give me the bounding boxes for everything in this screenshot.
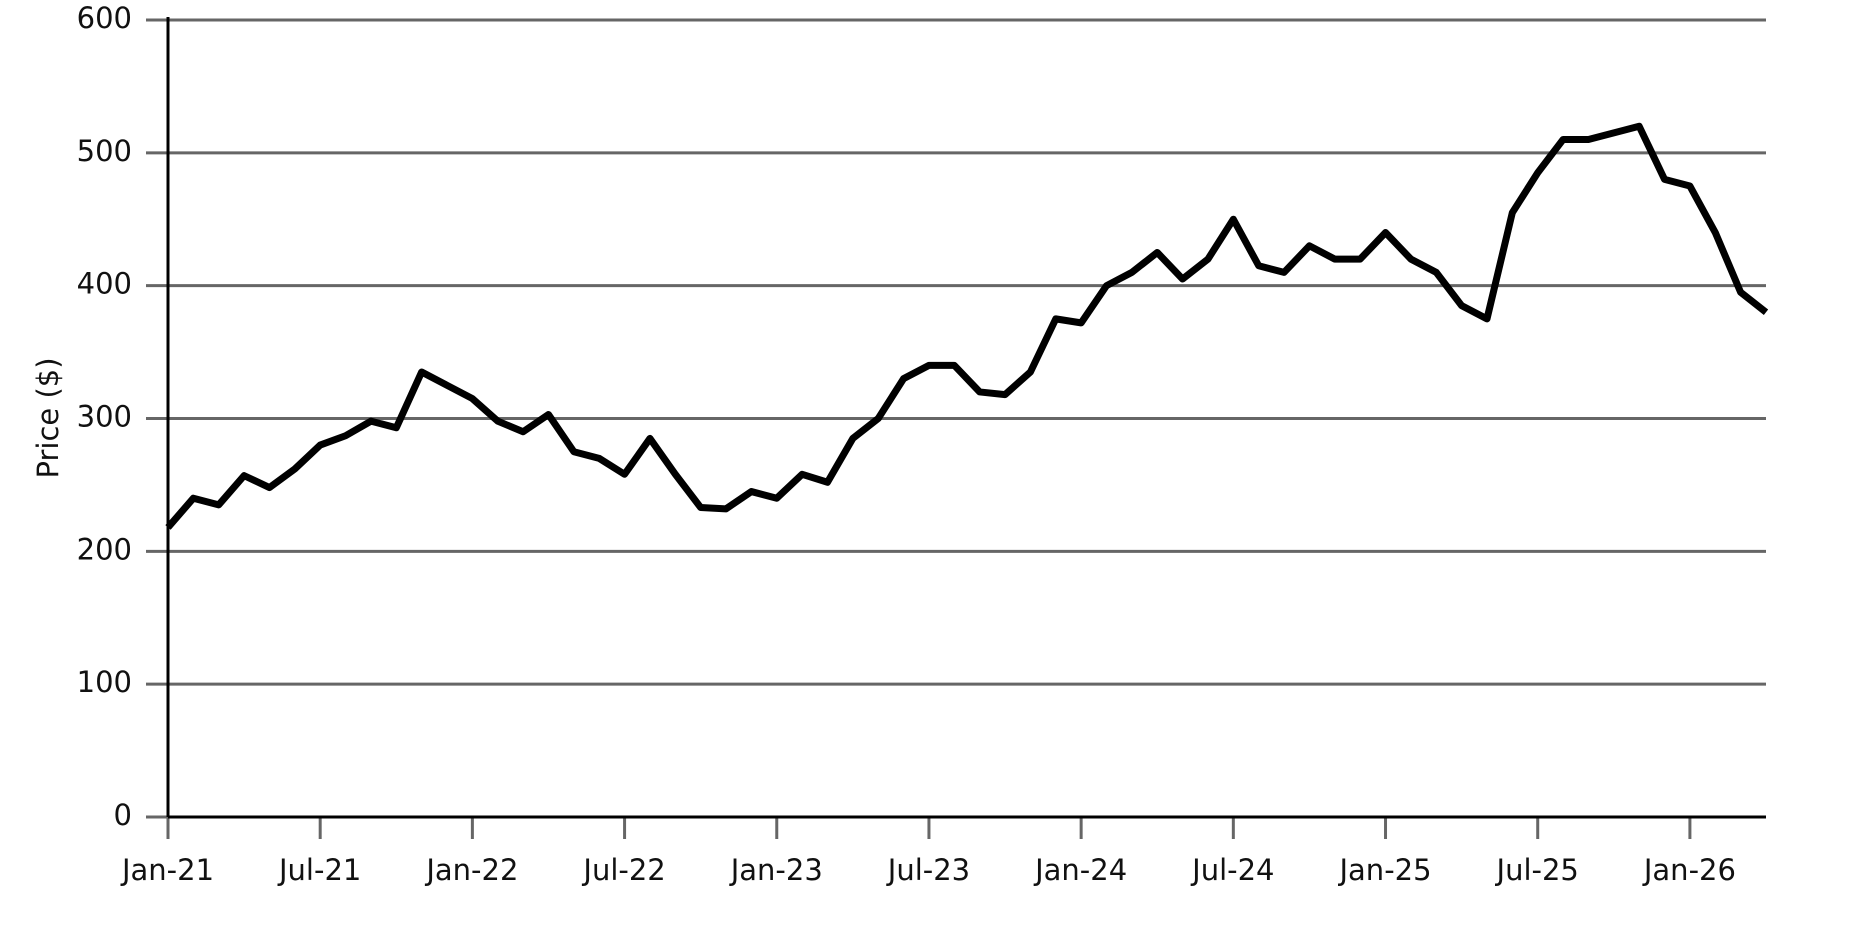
x-tick-label: Jan-26 (1642, 853, 1736, 887)
y-tick-label: 400 (77, 267, 132, 301)
y-tick-label: 600 (77, 1, 132, 35)
price-line (165, 122, 1769, 530)
x-tick-label: Jul-23 (886, 853, 970, 887)
x-tick-label: Jul-25 (1495, 853, 1579, 887)
x-tick-label: Jan-25 (1337, 853, 1431, 887)
x-tick-label: Jul-21 (277, 853, 361, 887)
y-tick-label: 200 (77, 532, 132, 566)
y-tick-label: 300 (77, 400, 132, 434)
y-axis-label: Price ($) (31, 357, 65, 478)
x-tick-label: Jan-22 (424, 853, 518, 887)
y-tick-label: 500 (77, 134, 132, 168)
y-tick-label: 0 (114, 798, 132, 832)
x-tick-label: Jan-23 (729, 853, 823, 887)
x-tick-label: Jul-22 (581, 853, 665, 887)
x-tick-label: Jan-24 (1033, 853, 1127, 887)
x-tick-label: Jul-24 (1190, 853, 1274, 887)
y-tick-label: 100 (77, 665, 132, 699)
x-tick-label: Jan-21 (120, 853, 214, 887)
